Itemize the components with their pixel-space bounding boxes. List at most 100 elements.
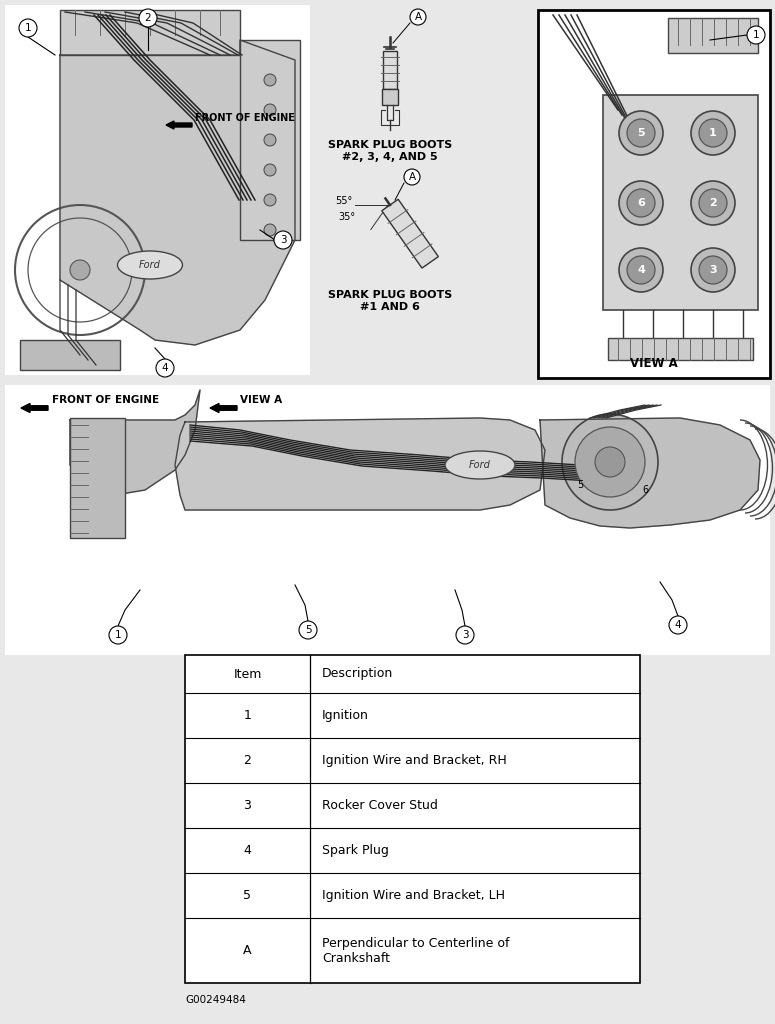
Circle shape xyxy=(699,189,727,217)
Text: Rocker Cover Stud: Rocker Cover Stud xyxy=(322,799,438,812)
Text: A: A xyxy=(408,172,415,182)
Text: 55°: 55° xyxy=(335,196,352,206)
Circle shape xyxy=(669,616,687,634)
Text: 1: 1 xyxy=(709,128,717,138)
Text: Spark Plug: Spark Plug xyxy=(322,844,389,857)
Text: Ignition Wire and Bracket, RH: Ignition Wire and Bracket, RH xyxy=(322,754,507,767)
Circle shape xyxy=(699,119,727,147)
Text: FRONT OF ENGINE: FRONT OF ENGINE xyxy=(52,395,159,406)
Polygon shape xyxy=(382,200,439,268)
Text: Ignition: Ignition xyxy=(322,709,369,722)
Text: 1: 1 xyxy=(115,630,122,640)
Bar xyxy=(383,51,397,89)
Circle shape xyxy=(299,621,317,639)
Circle shape xyxy=(595,447,625,477)
Text: 5: 5 xyxy=(243,889,252,902)
Bar xyxy=(603,95,758,310)
Text: 1: 1 xyxy=(243,709,251,722)
Circle shape xyxy=(627,189,655,217)
Text: SPARK PLUG BOOTS
#2, 3, 4, AND 5: SPARK PLUG BOOTS #2, 3, 4, AND 5 xyxy=(328,140,452,162)
Ellipse shape xyxy=(118,251,182,279)
Circle shape xyxy=(410,9,426,25)
Circle shape xyxy=(575,427,645,497)
Circle shape xyxy=(619,181,663,225)
Polygon shape xyxy=(70,390,200,495)
Bar xyxy=(70,418,125,538)
Bar xyxy=(382,89,398,105)
Circle shape xyxy=(691,248,735,292)
Text: 4: 4 xyxy=(243,844,251,857)
Text: 6: 6 xyxy=(637,198,645,208)
Text: 3: 3 xyxy=(462,630,468,640)
Text: 2: 2 xyxy=(145,13,151,23)
Circle shape xyxy=(70,260,90,280)
Circle shape xyxy=(109,626,127,644)
Circle shape xyxy=(264,74,276,86)
Text: 5: 5 xyxy=(577,480,583,490)
Text: SPARK PLUG BOOTS
#1 AND 6: SPARK PLUG BOOTS #1 AND 6 xyxy=(328,290,452,311)
Bar xyxy=(608,338,753,360)
Text: A: A xyxy=(415,12,422,22)
Circle shape xyxy=(19,19,37,37)
Bar xyxy=(185,655,640,983)
Text: VIEW A: VIEW A xyxy=(630,357,678,370)
Bar xyxy=(60,10,240,55)
Text: 2: 2 xyxy=(243,754,251,767)
Text: 2: 2 xyxy=(709,198,717,208)
Circle shape xyxy=(562,414,658,510)
Text: 4: 4 xyxy=(637,265,645,275)
Circle shape xyxy=(699,256,727,284)
Circle shape xyxy=(691,181,735,225)
Circle shape xyxy=(619,248,663,292)
Text: 4: 4 xyxy=(162,362,168,373)
Text: 3: 3 xyxy=(243,799,251,812)
Text: G00249484: G00249484 xyxy=(185,995,246,1005)
Circle shape xyxy=(627,119,655,147)
Text: 35°: 35° xyxy=(338,212,355,222)
Text: Perpendicular to Centerline of
Crankshaft: Perpendicular to Centerline of Crankshaf… xyxy=(322,937,509,965)
Text: A: A xyxy=(243,944,252,957)
Text: 6: 6 xyxy=(642,485,648,495)
Circle shape xyxy=(274,231,292,249)
Circle shape xyxy=(139,9,157,27)
Circle shape xyxy=(264,104,276,116)
Bar xyxy=(538,10,770,378)
Text: 3: 3 xyxy=(280,234,286,245)
Circle shape xyxy=(264,194,276,206)
Polygon shape xyxy=(540,418,760,528)
Polygon shape xyxy=(175,418,545,510)
Text: Ignition Wire and Bracket, LH: Ignition Wire and Bracket, LH xyxy=(322,889,505,902)
Bar xyxy=(240,40,300,240)
Bar xyxy=(668,18,758,53)
Circle shape xyxy=(264,224,276,236)
Bar xyxy=(5,5,310,375)
Circle shape xyxy=(456,626,474,644)
Text: 5: 5 xyxy=(637,128,645,138)
Circle shape xyxy=(747,26,765,44)
FancyArrow shape xyxy=(21,403,48,413)
Circle shape xyxy=(156,359,174,377)
Text: Description: Description xyxy=(322,668,393,681)
Text: 5: 5 xyxy=(305,625,312,635)
Bar xyxy=(20,340,120,370)
Text: 4: 4 xyxy=(675,620,681,630)
Text: Ford: Ford xyxy=(139,260,161,270)
Circle shape xyxy=(627,256,655,284)
Circle shape xyxy=(691,111,735,155)
Text: Ford: Ford xyxy=(469,460,491,470)
Text: 1: 1 xyxy=(25,23,31,33)
Circle shape xyxy=(264,134,276,146)
Bar xyxy=(5,385,770,655)
Circle shape xyxy=(264,164,276,176)
FancyArrow shape xyxy=(166,121,192,129)
Circle shape xyxy=(404,169,420,185)
Text: 1: 1 xyxy=(753,30,760,40)
Polygon shape xyxy=(60,40,295,345)
Text: FRONT OF ENGINE: FRONT OF ENGINE xyxy=(195,113,294,123)
FancyArrow shape xyxy=(210,403,237,413)
Text: VIEW A: VIEW A xyxy=(240,395,282,406)
Circle shape xyxy=(619,111,663,155)
Text: 3: 3 xyxy=(709,265,717,275)
Ellipse shape xyxy=(445,451,515,479)
Text: Item: Item xyxy=(233,668,262,681)
